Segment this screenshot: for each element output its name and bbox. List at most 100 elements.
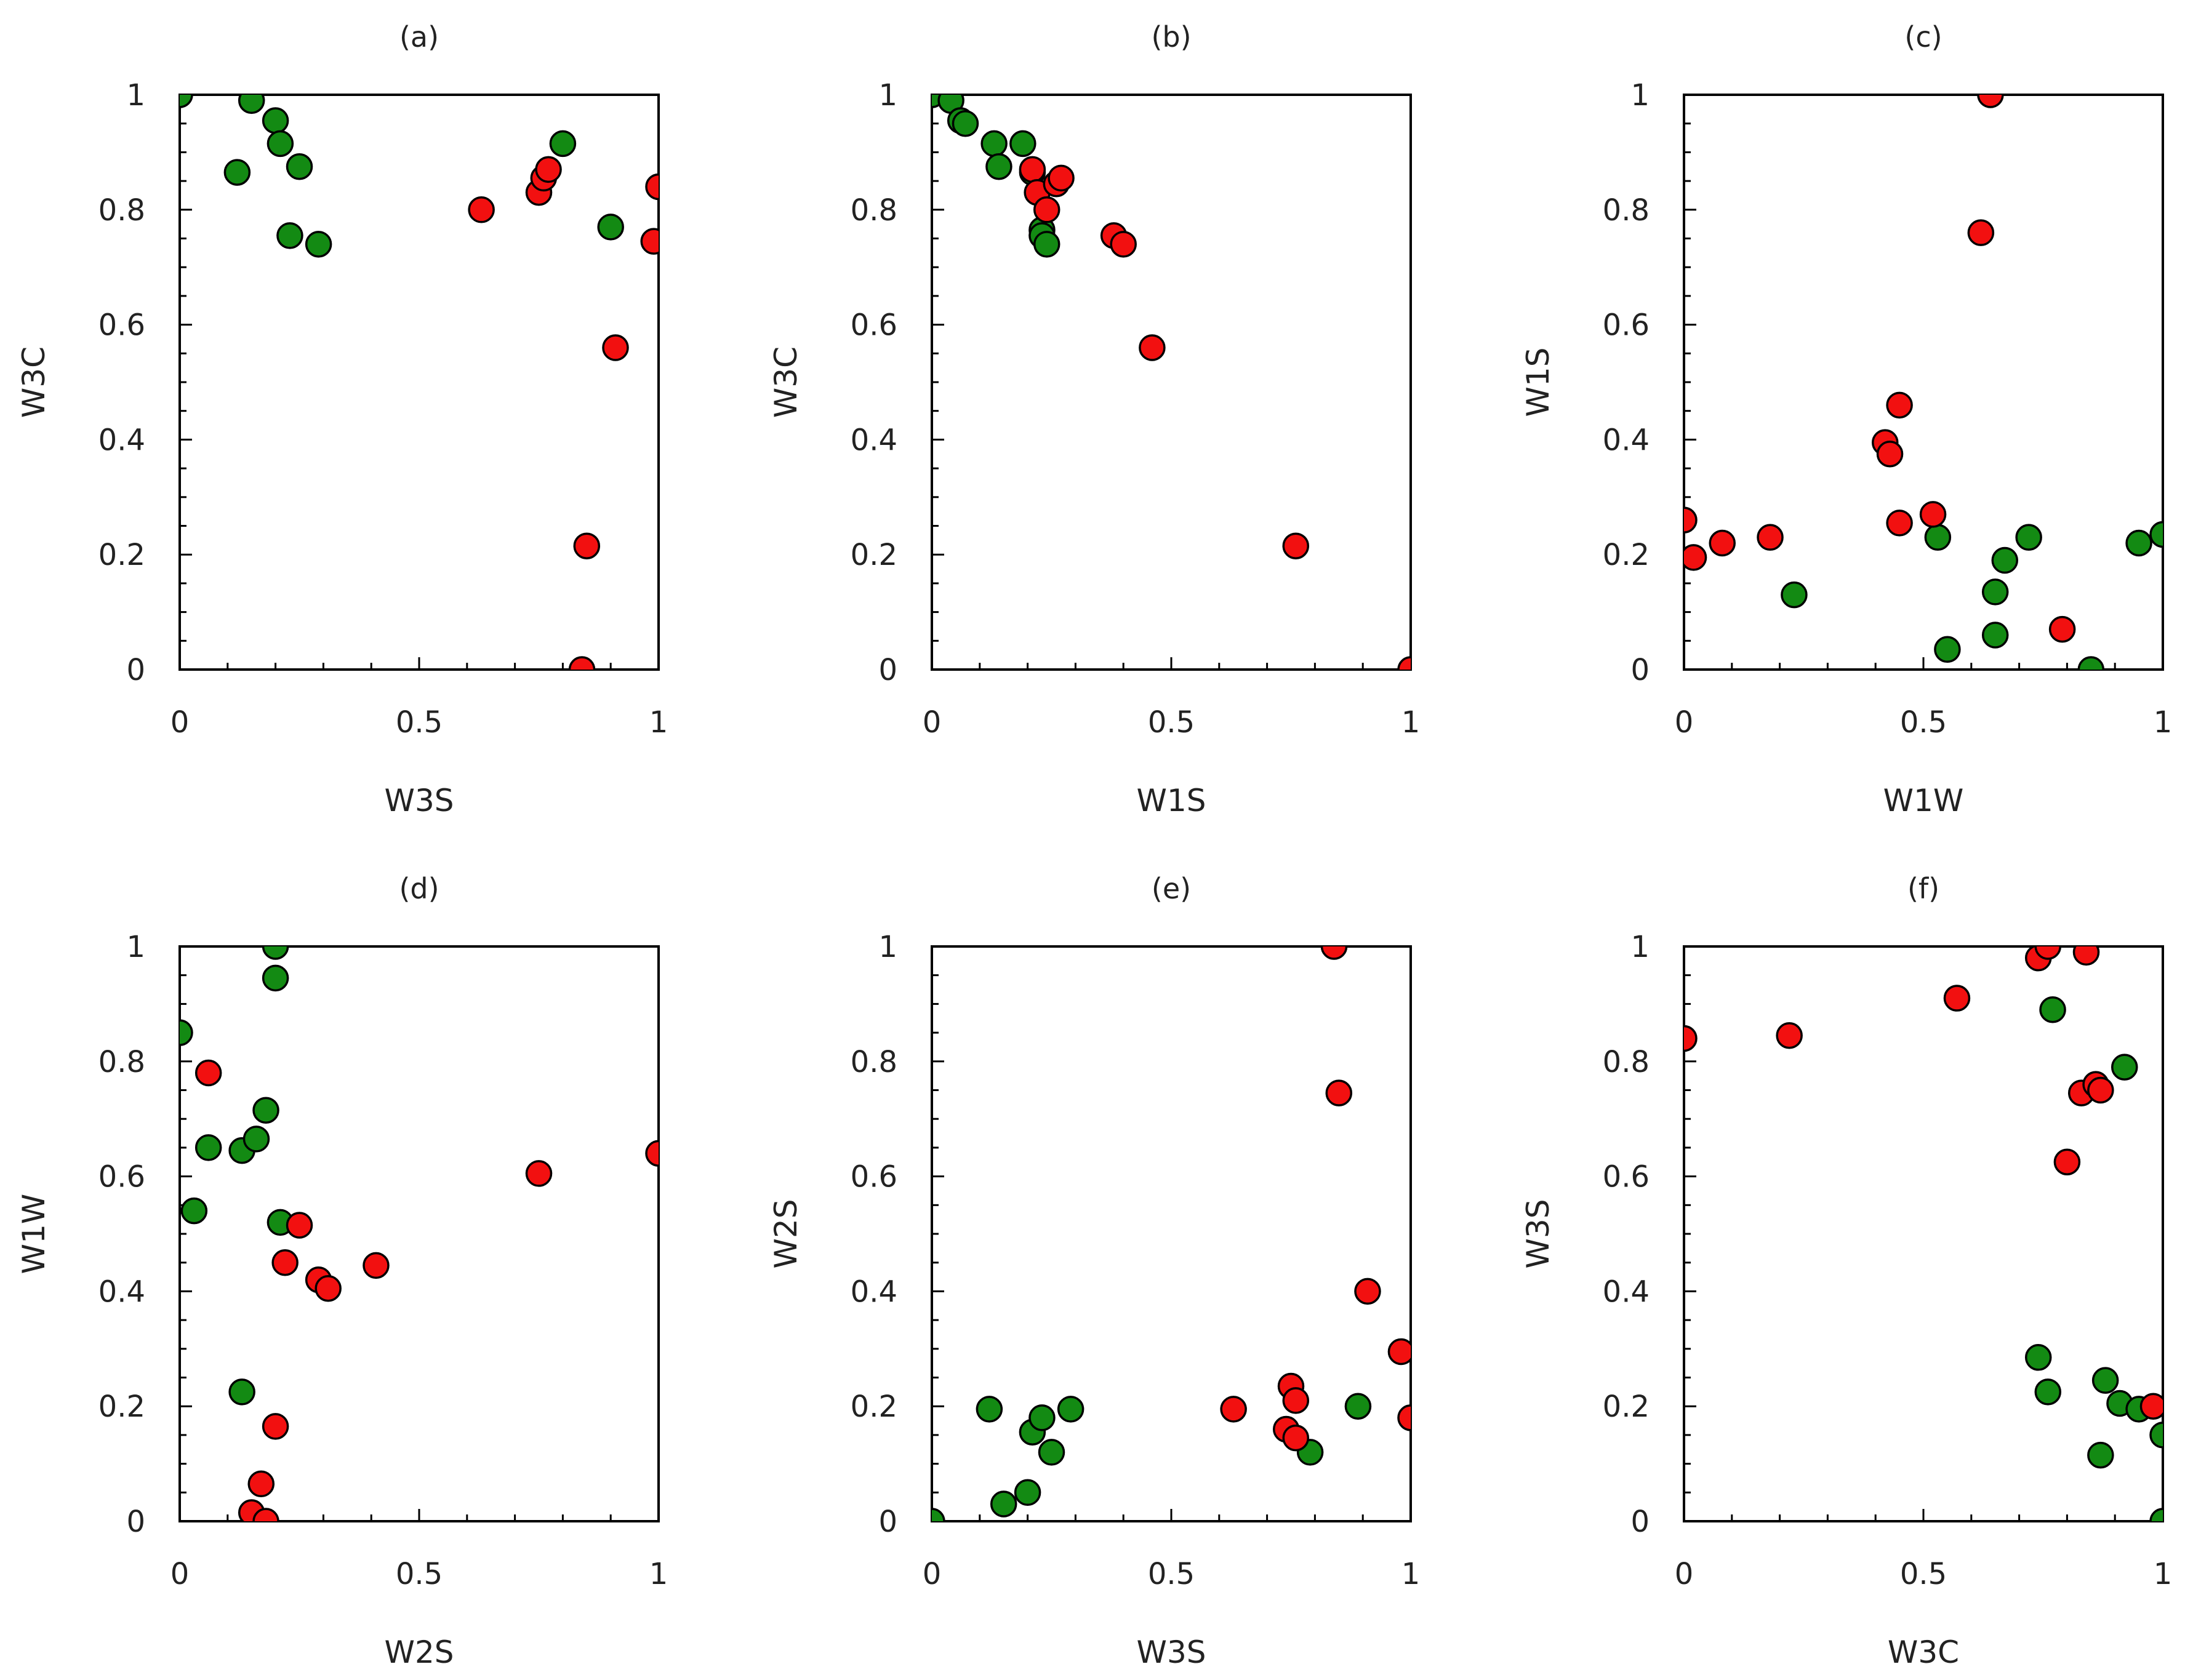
y-tick-label: 0.4 bbox=[851, 423, 897, 457]
data-point-red bbox=[1876, 441, 1904, 468]
data-point-red bbox=[1776, 1022, 1803, 1049]
y-axis-label: W1S bbox=[1520, 348, 1556, 417]
panel-a: (a) 0 0.5 1 0 0.2 0.4 0.6 0.8 1 W3S W3C bbox=[16, 20, 668, 818]
data-point-green bbox=[1981, 578, 2009, 606]
data-point-red bbox=[363, 1252, 390, 1279]
x-tick-label: 0 bbox=[170, 1557, 190, 1591]
plot-frame bbox=[1683, 94, 2164, 671]
panel-title: (c) bbox=[1904, 20, 1942, 54]
data-point-green bbox=[990, 1490, 1017, 1518]
data-point-green bbox=[2087, 1441, 2114, 1469]
data-point-red bbox=[1048, 164, 1075, 192]
x-axis-label: W3S bbox=[385, 783, 454, 818]
y-tick-label: 0.4 bbox=[1603, 1274, 1650, 1309]
data-point-red bbox=[645, 1140, 659, 1167]
data-point-green bbox=[1028, 1404, 1056, 1431]
panel-e: (e) 0 0.5 1 0 0.2 0.4 0.6 0.8 1 W3S W2S bbox=[768, 872, 1420, 1670]
y-tick-label: 0.8 bbox=[98, 1045, 145, 1079]
points-layer bbox=[1684, 95, 2163, 670]
data-point-red bbox=[1325, 1079, 1353, 1106]
data-point-green bbox=[252, 1097, 279, 1124]
data-point-green bbox=[262, 946, 289, 960]
y-tick-label: 0.2 bbox=[851, 1390, 897, 1424]
points-layer bbox=[932, 946, 1411, 1521]
data-point-red bbox=[1139, 334, 1166, 361]
data-point-green bbox=[262, 107, 289, 134]
y-tick-label: 1 bbox=[126, 78, 145, 113]
data-point-red bbox=[1709, 529, 1736, 557]
data-point-red bbox=[525, 1160, 553, 1187]
data-point-red bbox=[1320, 946, 1348, 960]
x-tick-label: 1 bbox=[2154, 1557, 2173, 1591]
data-point-red bbox=[1684, 506, 1698, 534]
data-point-red bbox=[1943, 985, 1971, 1012]
y-tick-label: 0.8 bbox=[1603, 1045, 1650, 1079]
data-point-red bbox=[468, 196, 495, 223]
x-axis-label: W3C bbox=[1888, 1634, 1959, 1670]
panel-title: (e) bbox=[1152, 872, 1191, 905]
data-point-green bbox=[980, 130, 1008, 158]
data-point-green bbox=[180, 1197, 208, 1225]
data-point-red bbox=[2034, 946, 2062, 960]
y-tick-label: 0.6 bbox=[851, 308, 897, 343]
data-point-red bbox=[535, 156, 562, 183]
data-point-green bbox=[2125, 529, 2152, 557]
y-tick-label: 1 bbox=[1630, 930, 1650, 964]
data-point-green bbox=[2077, 656, 2105, 670]
y-tick-label: 1 bbox=[1630, 78, 1650, 113]
y-tick-label: 0.8 bbox=[851, 193, 897, 228]
data-point-red bbox=[1684, 1025, 1698, 1052]
data-point-green bbox=[597, 214, 624, 241]
x-tick-label: 0.5 bbox=[1148, 705, 1195, 740]
y-tick-label: 0.6 bbox=[851, 1160, 897, 1194]
y-tick-label: 0.4 bbox=[851, 1274, 897, 1309]
data-point-red bbox=[1282, 1387, 1310, 1414]
data-point-green bbox=[1057, 1396, 1084, 1423]
y-tick-label: 0.2 bbox=[98, 538, 145, 572]
data-point-green bbox=[2111, 1054, 2138, 1081]
points-layer bbox=[1684, 946, 2163, 1521]
y-tick-label: 0.8 bbox=[98, 193, 145, 228]
data-point-red bbox=[2072, 946, 2100, 966]
data-point-green bbox=[2034, 1378, 2062, 1406]
y-tick-label: 0 bbox=[126, 1505, 145, 1539]
y-tick-label: 0.2 bbox=[1603, 1390, 1650, 1424]
plot-frame bbox=[931, 94, 1412, 671]
data-point-red bbox=[1354, 1278, 1381, 1305]
data-point-green bbox=[1009, 130, 1036, 158]
x-axis-label: W1W bbox=[1883, 783, 1964, 818]
plot-frame bbox=[178, 945, 660, 1522]
data-point-green bbox=[267, 130, 294, 158]
plot-frame bbox=[1683, 945, 2164, 1522]
data-point-green bbox=[194, 1134, 222, 1161]
data-point-red bbox=[1019, 156, 1046, 183]
data-point-red bbox=[1757, 524, 1784, 551]
data-point-green bbox=[1934, 636, 1961, 663]
data-point-red bbox=[2087, 1076, 2114, 1104]
panel-f: (f) 0 0.5 1 0 0.2 0.4 0.6 0.8 1 W3C W3S bbox=[1520, 872, 2173, 1670]
data-point-red bbox=[1282, 1424, 1310, 1452]
plot-frame bbox=[178, 94, 660, 671]
data-point-red bbox=[1110, 231, 1137, 258]
points-layer bbox=[932, 95, 1411, 670]
y-tick-label: 0 bbox=[126, 653, 145, 687]
y-tick-label: 0.6 bbox=[98, 1160, 145, 1194]
y-axis-label: W2S bbox=[768, 1199, 804, 1269]
data-point-green bbox=[2149, 1422, 2163, 1449]
y-tick-label: 0 bbox=[1630, 653, 1650, 687]
y-tick-label: 0.6 bbox=[98, 308, 145, 343]
x-tick-label: 0 bbox=[1675, 1557, 1694, 1591]
data-point-red bbox=[640, 228, 659, 255]
data-point-green bbox=[1038, 1439, 1065, 1466]
y-tick-label: 0.6 bbox=[1603, 308, 1650, 343]
data-point-green bbox=[2015, 524, 2042, 551]
data-point-green bbox=[932, 1508, 945, 1521]
data-point-green bbox=[1033, 231, 1060, 258]
y-tick-label: 0 bbox=[878, 653, 897, 687]
panel-b: (b) 0 0.5 1 0 0.2 0.4 0.6 0.8 1 W1S W3C bbox=[768, 20, 1420, 818]
data-point-green bbox=[262, 964, 289, 992]
data-point-green bbox=[976, 1396, 1003, 1423]
data-point-green bbox=[2149, 1508, 2163, 1521]
data-point-green bbox=[243, 1126, 270, 1153]
points-layer bbox=[180, 946, 659, 1521]
